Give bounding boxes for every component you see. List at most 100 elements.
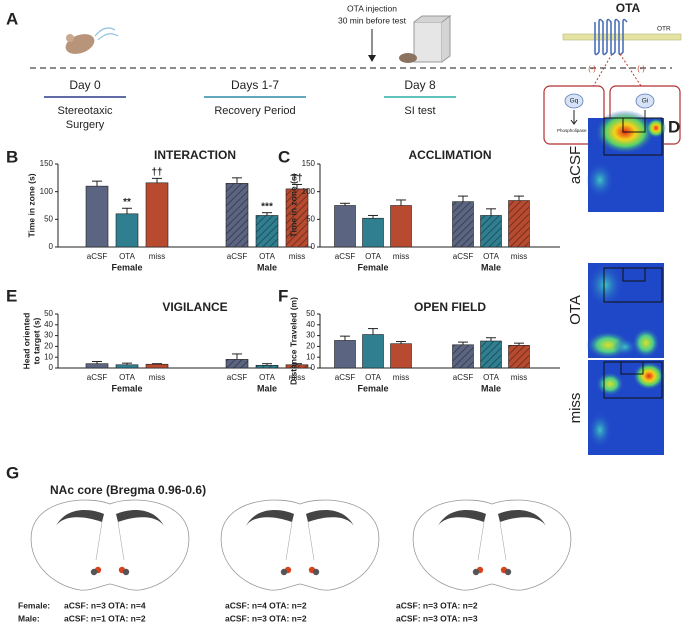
y-tick-label: 40 [44, 320, 53, 329]
row-label: Female: [18, 600, 50, 610]
panel-letter: D [668, 117, 680, 136]
y-tick-label: 20 [306, 342, 315, 351]
x-tick-label: miss [149, 373, 165, 382]
heatmap-label: OTA [567, 295, 584, 325]
bar [285, 188, 309, 248]
injection-label: 30 min before test [338, 15, 407, 25]
significance: ** [123, 197, 131, 208]
x-tick-label: miss [393, 252, 409, 261]
y-tick-label: 0 [311, 242, 316, 251]
x-tick-label: miss [511, 252, 527, 261]
panel-letter: C [278, 147, 290, 166]
x-tick-label: OTA [259, 252, 276, 261]
mouse-icon [65, 27, 119, 54]
protein-label: Gq [570, 98, 579, 105]
x-tick-label: aCSF [335, 373, 356, 382]
y-tick-label: 150 [302, 159, 316, 168]
brain-section [412, 499, 572, 591]
x-tick-label: miss [511, 373, 527, 382]
group-label: Male [481, 262, 501, 272]
ligand-label: OTA [616, 1, 641, 15]
bar [115, 364, 139, 369]
y-tick-label: 50 [306, 309, 315, 318]
effect-label: Phospholipase C [557, 128, 592, 133]
x-tick-label: OTA [365, 373, 382, 382]
y-axis-label: Head oriented [21, 313, 31, 370]
y-tick-label: 150 [40, 159, 54, 168]
bar [145, 363, 169, 369]
count-label: aCSF: n=3 OTA: n=4 [64, 600, 146, 610]
bar [390, 205, 412, 248]
arena-icon [399, 15, 452, 63]
panel-letter: A [6, 9, 18, 28]
y-tick-label: 50 [44, 309, 53, 318]
stage-desc: SI test [404, 105, 435, 117]
y-tick-label: 0 [49, 242, 54, 251]
y-axis-label: Time in zone (s) [288, 173, 298, 237]
stage-day: Day 8 [404, 78, 436, 92]
group-label: Male [257, 262, 277, 272]
x-tick-label: OTA [119, 373, 136, 382]
bar [85, 185, 109, 248]
corpus-callosum [437, 509, 547, 528]
injection-site [90, 568, 98, 576]
count-label: aCSF: n=4 OTA: n=2 [225, 600, 307, 610]
count-label: aCSF: n=3 OTA: n=2 [396, 600, 478, 610]
bar [115, 213, 139, 248]
bar [362, 334, 384, 369]
y-tick-label: 100 [302, 187, 316, 196]
bar [480, 215, 502, 248]
chart-title: ACCLIMATION [408, 148, 491, 162]
protein-label: Gi [642, 98, 649, 105]
brain-section [220, 499, 380, 591]
x-tick-label: aCSF [87, 252, 108, 261]
brain-outline [220, 499, 380, 591]
significance: *** [261, 201, 273, 212]
bar [285, 364, 309, 369]
x-tick-label: aCSF [453, 373, 474, 382]
group-label: Female [111, 383, 142, 393]
protein [635, 93, 655, 109]
y-axis-label: to target (s) [31, 317, 41, 364]
injection-site [472, 568, 480, 576]
stage-desc: Recovery Period [214, 105, 295, 117]
x-tick-label: OTA [365, 252, 382, 261]
x-tick-label: aCSF [87, 373, 108, 382]
x-tick-label: aCSF [227, 373, 248, 382]
x-tick-label: aCSF [227, 252, 248, 261]
y-tick-label: 30 [44, 331, 53, 340]
brain-outline [30, 499, 190, 591]
bar [145, 182, 169, 248]
bar [362, 217, 384, 248]
significance: †† [151, 167, 162, 178]
arrow-head [368, 55, 376, 62]
x-tick-label: OTA [259, 373, 276, 382]
y-tick-label: 100 [40, 187, 54, 196]
brain-sections [30, 499, 572, 591]
stage-day: Day 0 [69, 78, 101, 92]
ventricle [285, 521, 315, 561]
bar [508, 345, 530, 369]
x-tick-label: aCSF [453, 252, 474, 261]
stage-day: Days 1-7 [231, 78, 279, 92]
protein [564, 93, 584, 109]
bar [480, 340, 502, 369]
count-label: aCSF: n=3 OTA: n=2 [225, 613, 307, 622]
injection-site [280, 568, 288, 576]
count-label: aCSF: n=3 OTA: n=3 [396, 613, 478, 622]
x-tick-label: OTA [483, 373, 500, 382]
chart-title: OPEN FIELD [414, 300, 486, 314]
inhibit-label: (-) [637, 64, 645, 73]
y-tick-label: 50 [306, 214, 315, 223]
histology-title: NAc core (Bregma 0.96-0.6) [50, 483, 206, 497]
panel-letter: G [6, 463, 19, 482]
corpus-callosum [55, 509, 165, 528]
group-label: Female [111, 262, 142, 272]
x-tick-label: miss [289, 373, 305, 382]
group-label: Female [357, 383, 388, 393]
injection-site [504, 568, 512, 576]
brain-outline [412, 499, 572, 591]
inhibit-label: (-) [588, 64, 596, 73]
chart-title: VIGILANCE [162, 300, 227, 314]
